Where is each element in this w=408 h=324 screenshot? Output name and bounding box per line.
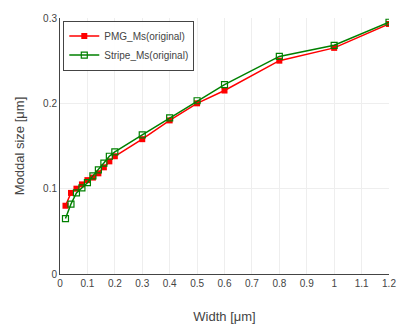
svg-text:0.3: 0.3 xyxy=(135,278,149,289)
svg-text:0.2: 0.2 xyxy=(108,278,122,289)
svg-text:0.8: 0.8 xyxy=(272,278,286,289)
svg-text:0.3: 0.3 xyxy=(43,13,57,24)
svg-text:0: 0 xyxy=(51,269,57,280)
svg-text:0: 0 xyxy=(57,278,63,289)
svg-text:PMG_Ms(original): PMG_Ms(original) xyxy=(104,31,185,42)
svg-text:1.1: 1.1 xyxy=(355,278,369,289)
svg-text:0.6: 0.6 xyxy=(218,278,232,289)
svg-text:0.2: 0.2 xyxy=(43,98,57,109)
svg-text:0.5: 0.5 xyxy=(190,278,204,289)
svg-text:Width [μm]: Width [μm] xyxy=(193,309,255,324)
svg-text:1: 1 xyxy=(331,278,337,289)
svg-text:0.1: 0.1 xyxy=(80,278,94,289)
svg-text:0.9: 0.9 xyxy=(300,278,314,289)
svg-text:0.4: 0.4 xyxy=(163,278,177,289)
svg-text:0.7: 0.7 xyxy=(245,278,259,289)
svg-text:1.2: 1.2 xyxy=(382,278,396,289)
svg-text:Stripe_Ms(original): Stripe_Ms(original) xyxy=(104,50,188,61)
svg-text:0.1: 0.1 xyxy=(43,183,57,194)
svg-text:Moddal size [μm]: Moddal size [μm] xyxy=(12,97,27,196)
